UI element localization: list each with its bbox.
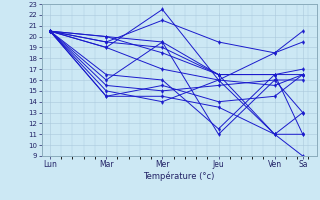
X-axis label: Température (°c): Température (°c) [143,172,215,181]
